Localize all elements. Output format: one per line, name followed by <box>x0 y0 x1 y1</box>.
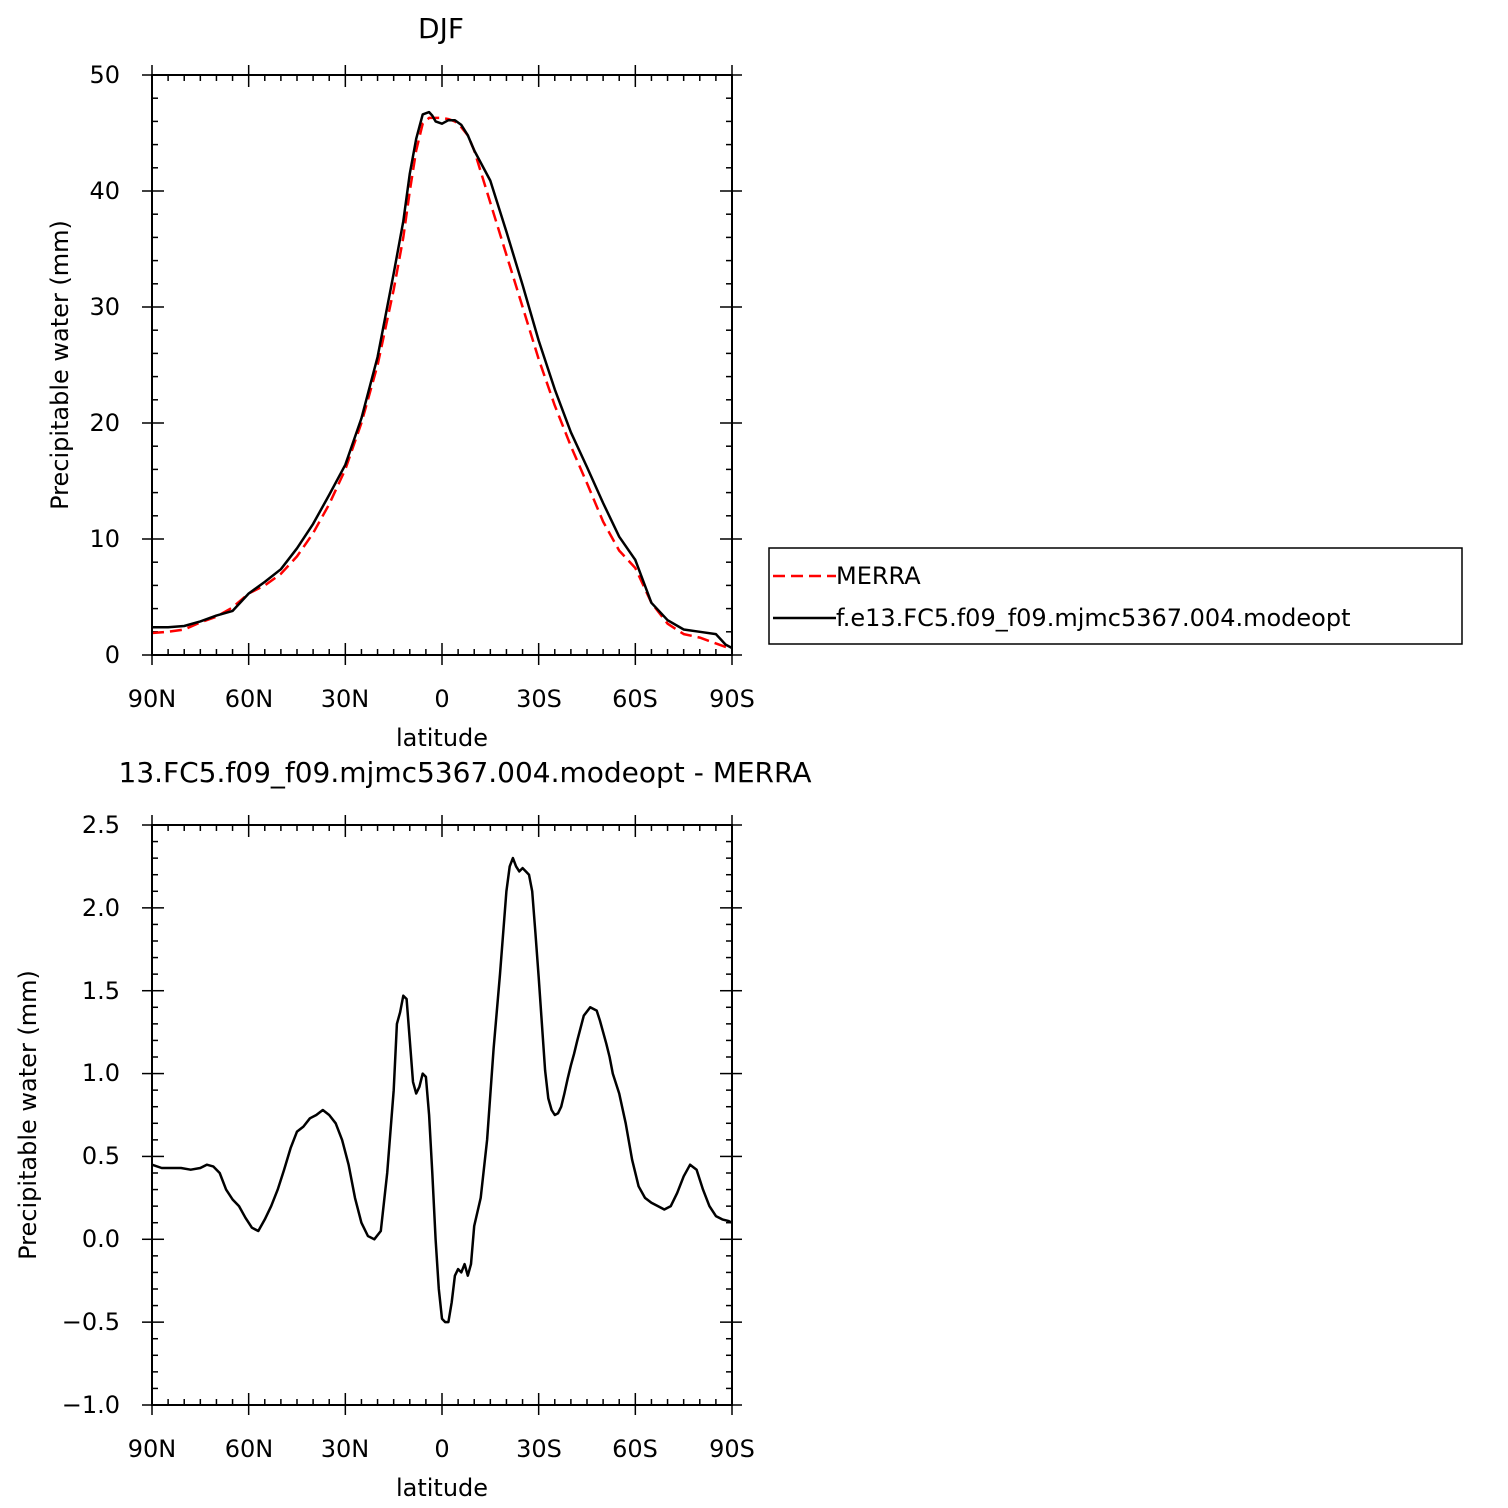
bottom-ytick-label: 1.5 <box>82 977 120 1005</box>
bottom-xtick-label: 90N <box>128 1435 177 1463</box>
legend-label-model: f.e13.FC5.f09_f09.mjmc5367.004.modeopt <box>836 604 1351 632</box>
top-xtick-label: 90N <box>128 685 177 713</box>
top-x-axis-label: latitude <box>396 724 488 752</box>
top-y-axis-label: Precipitable water (mm) <box>46 220 74 510</box>
bottom-xtick-label: 60S <box>612 1435 658 1463</box>
top-ytick-label: 10 <box>89 525 120 553</box>
bottom-ytick-label: −1.0 <box>62 1391 120 1419</box>
top-ytick-label: 0 <box>105 641 120 669</box>
top-series-line-model <box>152 110 733 650</box>
top-xtick-label: 60N <box>225 685 274 713</box>
bottom-xtick-label: 90S <box>709 1435 755 1463</box>
top-chart-title: DJF <box>418 12 464 45</box>
bottom-plot-frame <box>151 824 733 1406</box>
top-xtick-label: 0 <box>434 685 449 713</box>
bottom-chart-title: 13.FC5.f09_f09.mjmc5367.004.modeopt - ME… <box>119 756 812 789</box>
top-ytick-label: 20 <box>89 409 120 437</box>
bottom-ytick-label: 2.5 <box>82 811 120 839</box>
bottom-xtick-label: 30S <box>516 1435 562 1463</box>
bottom-x-tick-labels: 90N 60N 30N 0 30S 60S 90S <box>128 1435 755 1463</box>
top-ytick-label: 50 <box>89 61 120 89</box>
top-xtick-label: 30S <box>516 685 562 713</box>
bottom-ytick-label: 0.5 <box>82 1142 120 1170</box>
bottom-axis-ticks <box>142 815 742 1415</box>
top-xtick-label: 30N <box>321 685 370 713</box>
top-plot-frame <box>151 74 733 656</box>
legend-box <box>768 547 1463 645</box>
top-ytick-label: 30 <box>89 293 120 321</box>
bottom-ytick-label: 0.0 <box>82 1225 120 1253</box>
bottom-ytick-label: 2.0 <box>82 894 120 922</box>
bottom-series-line-difference <box>151 856 733 1324</box>
legend-label-merra: MERRA <box>836 562 921 590</box>
bottom-x-axis-label: latitude <box>396 1474 488 1502</box>
bottom-panel: 13.FC5.f09_f09.mjmc5367.004.modeopt - ME… <box>14 756 811 1502</box>
bottom-y-axis-label: Precipitable water (mm) <box>14 970 42 1260</box>
bottom-ytick-label: 1.0 <box>82 1059 120 1087</box>
top-xtick-label: 60S <box>612 685 658 713</box>
top-axis-ticks <box>142 65 742 665</box>
bottom-series-lines <box>151 856 733 1324</box>
top-panel: DJF 90N 60N 30N 0 30S 60S 90S 0 10 20 30… <box>46 12 1463 752</box>
top-y-tick-labels: 0 10 20 30 40 50 <box>89 61 120 669</box>
legend: MERRA f.e13.FC5.f09_f09.mjmc5367.004.mod… <box>768 547 1463 645</box>
bottom-xtick-label: 30N <box>321 1435 370 1463</box>
bottom-ytick-label: −0.5 <box>62 1308 120 1336</box>
top-ytick-label: 40 <box>89 177 120 205</box>
top-series-lines <box>151 110 733 650</box>
top-xtick-label: 90S <box>709 685 755 713</box>
bottom-y-tick-labels: −1.0 −0.5 0.0 0.5 1.0 1.5 2.0 2.5 <box>62 811 120 1419</box>
top-x-tick-labels: 90N 60N 30N 0 30S 60S 90S <box>128 685 755 713</box>
top-series-line-merra <box>151 116 733 650</box>
bottom-xtick-label: 60N <box>225 1435 274 1463</box>
bottom-xtick-label: 0 <box>434 1435 449 1463</box>
